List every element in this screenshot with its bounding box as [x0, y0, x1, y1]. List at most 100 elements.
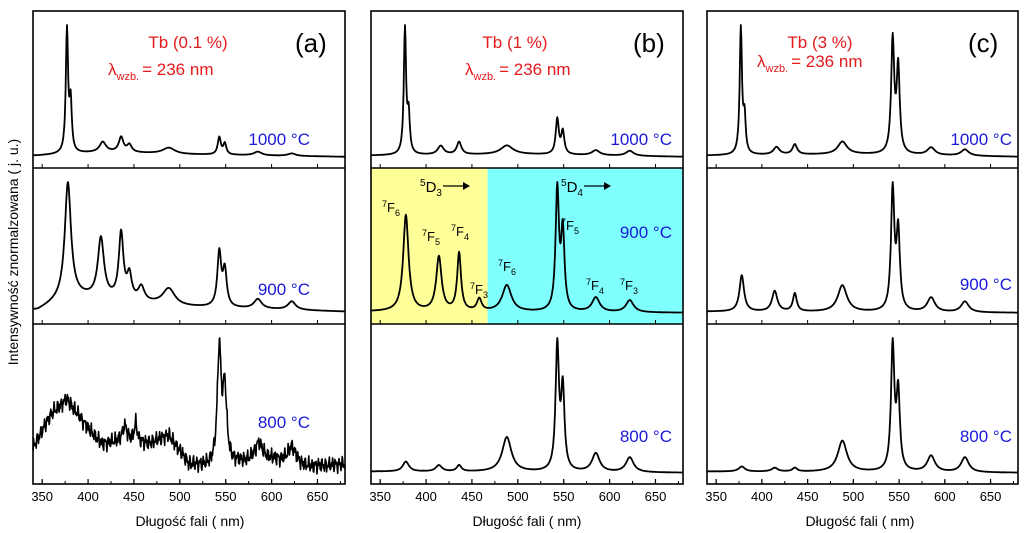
region-5D4 [487, 168, 683, 324]
svg-text:800 °C: 800 °C [960, 427, 1012, 446]
panel-b-label: (b) [633, 28, 665, 58]
temp-value: 1000 [950, 130, 988, 149]
x-tick-label: 550 [888, 489, 910, 504]
lambda-symbol: λ [757, 52, 766, 71]
temp-value: 900 [960, 275, 988, 294]
annotation-5D3: 5D3 [420, 178, 442, 199]
annotation-7F3-b: 7F3 [620, 277, 638, 296]
x-tick-label: 500 [169, 489, 191, 504]
series-line-1000 [370, 24, 684, 158]
series-line-800 [370, 337, 684, 474]
annotation-7F3-a: 7F3 [470, 281, 488, 300]
lambda-subscript: wzb. [473, 71, 497, 83]
y-axis-label: Intensywność znormalzowana ( j. u.) [5, 139, 21, 365]
temp-unit: °C [993, 275, 1012, 294]
arrow-5D4-head [604, 182, 611, 190]
panel-c-temp-1000: 1000 °C [950, 130, 1012, 149]
excitation-value: = 236 nm [142, 60, 213, 79]
lambda-subscript: wzb. [765, 63, 789, 75]
panel-b-temp-800: 800 °C [620, 427, 672, 446]
panel-c-temp-900: 900 °C [960, 275, 1012, 294]
panel-b-title: Tb (1 %) [482, 33, 547, 52]
temp-unit: °C [653, 130, 672, 149]
temp-unit: °C [993, 130, 1012, 149]
arrow-5D3-head [463, 182, 470, 190]
lambda-symbol: λ [465, 60, 474, 79]
svg-text:1000 °C: 1000 °C [950, 130, 1012, 149]
temp-unit: °C [653, 223, 672, 242]
svg-text:900 °C: 900 °C [258, 280, 310, 299]
x-tick-label: 350 [369, 489, 391, 504]
series-line-800 [32, 337, 346, 475]
annotation-7F5-a: 7F5 [422, 228, 440, 247]
panel-c-temp-800: 800 °C [960, 427, 1012, 446]
panel-a-temp-800: 800 °C [258, 413, 310, 432]
panel-a: Tb (0.1 %) λwzb. = 236 nm (a) 1000 °C 900… [31, 10, 346, 529]
annotation-7F4-a: 7F4 [451, 223, 469, 242]
temp-unit: °C [291, 280, 310, 299]
x-tick-label: 600 [934, 489, 956, 504]
panel-c-title: Tb (3 %) [787, 33, 852, 52]
panel-a-temp-900: 900 °C [258, 280, 310, 299]
svg-text:800 °C: 800 °C [258, 413, 310, 432]
temp-unit: °C [291, 130, 310, 149]
svg-text:800 °C: 800 °C [620, 427, 672, 446]
panel-b: Tb (1 %) λwzb. = 236 nm (b) 1000 °C 900 °… [369, 10, 684, 529]
temp-value: 800 [258, 413, 286, 432]
panel-b-frame [370, 10, 684, 485]
series-line-800 [706, 337, 1019, 474]
temp-value: 900 [620, 223, 648, 242]
annotation-7F4-b: 7F4 [586, 277, 604, 296]
panel-b-excitation: λwzb. = 236 nm [465, 60, 570, 83]
x-tick-label: 350 [705, 489, 727, 504]
lambda-symbol: λ [108, 60, 117, 79]
x-tick-label: 650 [645, 489, 667, 504]
x-tick-label: 650 [307, 489, 329, 504]
temp-value: 800 [960, 427, 988, 446]
temp-value: 900 [258, 280, 286, 299]
x-tick-label: 400 [77, 489, 99, 504]
series-line-900 [370, 181, 684, 314]
panel-b-temp-900: 900 °C [620, 223, 672, 242]
temp-unit: °C [653, 427, 672, 446]
temp-value: 800 [620, 427, 648, 446]
svg-text:900 °C: 900 °C [620, 223, 672, 242]
series-line-900 [32, 181, 346, 313]
panel-a-temp-1000: 1000 °C [248, 130, 310, 149]
series-line-1000 [32, 24, 346, 158]
panel-c-label: (c) [968, 28, 998, 58]
excitation-value: = 236 nm [499, 60, 570, 79]
x-tick-label: 450 [797, 489, 819, 504]
panel-c-frame [706, 10, 1019, 485]
series-line-1000 [706, 24, 1019, 158]
x-tick-label: 500 [843, 489, 865, 504]
lambda-subscript: wzb. [116, 71, 140, 83]
x-tick-label: 450 [123, 489, 145, 504]
temp-unit: °C [291, 413, 310, 432]
panel-a-title: Tb (0.1 %) [148, 33, 227, 52]
panel-c-xlabel: Długość fali ( nm) [806, 513, 915, 529]
temp-unit: °C [993, 427, 1012, 446]
panel-c-excitation: λwzb. = 236 nm [757, 52, 862, 75]
region-5D3 [371, 168, 488, 324]
x-tick-label: 600 [261, 489, 283, 504]
panel-a-label: (a) [295, 28, 327, 58]
panel-a-frame [32, 10, 346, 485]
temp-value: 1000 [248, 130, 286, 149]
x-tick-label: 500 [507, 489, 529, 504]
annotation-7F5-b: 7F5 [561, 217, 579, 236]
x-tick-label: 400 [751, 489, 773, 504]
x-tick-label: 550 [553, 489, 575, 504]
temp-value: 1000 [610, 130, 648, 149]
series-line-900 [706, 181, 1019, 314]
x-tick-label: 600 [599, 489, 621, 504]
x-tick-label: 650 [980, 489, 1002, 504]
panel-a-xlabel: Długość fali ( nm) [136, 513, 245, 529]
panel-c: Tb (3 %) λwzb. = 236 nm (c) 1000 °C 900 °… [705, 10, 1019, 529]
annotation-5D4: 5D4 [561, 178, 583, 199]
x-tick-label: 550 [215, 489, 237, 504]
panel-b-annotations: 5D3 5D4 7F6 7F5 7F4 7F3 7F6 7F5 7F4 7F3 [382, 178, 638, 300]
x-tick-label: 400 [415, 489, 437, 504]
annotation-7F6-b: 7F6 [498, 258, 516, 277]
